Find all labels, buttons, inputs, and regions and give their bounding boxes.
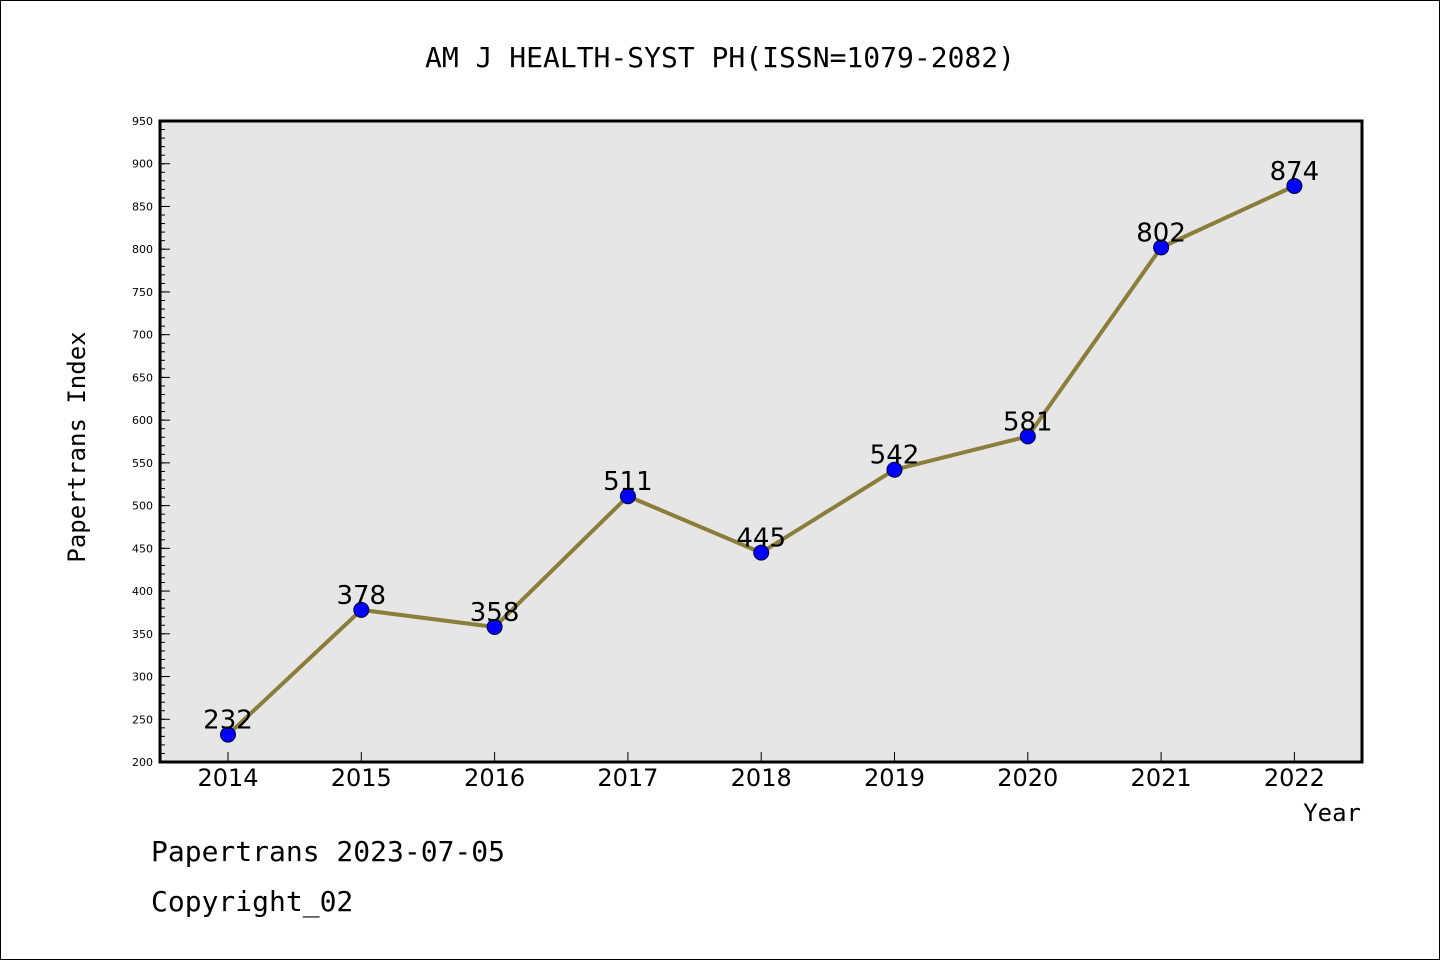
plot-area bbox=[160, 121, 1362, 762]
x-tick-label: 2019 bbox=[864, 764, 925, 792]
y-tick-label: 300 bbox=[132, 671, 153, 684]
y-axis-label: Papertrans Index bbox=[63, 331, 91, 562]
data-label: 581 bbox=[1003, 407, 1053, 437]
data-point-marker bbox=[486, 618, 503, 635]
data-point-marker bbox=[619, 488, 636, 505]
y-tick-label: 950 bbox=[132, 115, 153, 128]
data-label: 232 bbox=[203, 706, 253, 736]
y-tick-label: 450 bbox=[132, 542, 153, 555]
series-markers bbox=[220, 177, 1303, 743]
data-labels: 232 378 358 511 445 542 581 802 874 bbox=[203, 157, 1319, 736]
y-tick-label: 200 bbox=[132, 756, 153, 769]
data-point-marker bbox=[353, 601, 370, 618]
y-tick-label: 700 bbox=[132, 329, 153, 342]
y-tick-label: 500 bbox=[132, 500, 153, 513]
data-point-marker bbox=[1019, 428, 1036, 445]
x-tick-labels: 2014 2015 2016 2017 2018 2019 2020 2021 2022 bbox=[197, 764, 1324, 792]
y-tick-label: 900 bbox=[132, 158, 153, 171]
data-label: 542 bbox=[870, 441, 920, 471]
y-tick-label: 400 bbox=[132, 585, 153, 598]
data-label: 511 bbox=[603, 467, 653, 497]
y-tick-label: 800 bbox=[132, 243, 153, 256]
y-tick-label: 750 bbox=[132, 286, 153, 299]
data-point-marker bbox=[220, 726, 236, 743]
data-label: 445 bbox=[736, 524, 786, 554]
x-tick-label: 2015 bbox=[331, 764, 392, 792]
data-label: 874 bbox=[1270, 157, 1320, 187]
x-tick-label: 2017 bbox=[597, 764, 658, 792]
x-axis-label: Year bbox=[1303, 799, 1361, 827]
x-tick-label: 2020 bbox=[997, 764, 1058, 792]
y-tick-label: 600 bbox=[132, 414, 153, 427]
y-tick-label: 850 bbox=[132, 200, 153, 213]
data-label: 358 bbox=[470, 598, 520, 628]
y-tick-label: 250 bbox=[132, 713, 153, 726]
data-label: 378 bbox=[336, 581, 386, 611]
y-tick-label: 350 bbox=[132, 628, 153, 641]
data-point-marker bbox=[753, 544, 770, 561]
x-tick-label: 2021 bbox=[1131, 764, 1192, 792]
y-tick-labels: 200 250 300 350 400 450 500 550 600 650 700 750 800 8… bbox=[132, 115, 153, 769]
x-tick-label: 2016 bbox=[464, 764, 525, 792]
chart-title: AM J HEALTH-SYST PH(ISSN=1079-2082) bbox=[425, 41, 1015, 74]
data-point-marker bbox=[1286, 177, 1303, 194]
y-tick-label: 550 bbox=[132, 457, 153, 470]
y-tick-label: 650 bbox=[132, 371, 153, 384]
footer-date-text: Papertrans 2023-07-05 bbox=[151, 835, 506, 868]
data-label: 802 bbox=[1136, 218, 1186, 248]
data-point-marker bbox=[886, 461, 903, 478]
plot-border bbox=[158, 119, 1364, 764]
data-point-marker bbox=[1153, 239, 1170, 256]
x-tick-label: 2022 bbox=[1264, 764, 1325, 792]
footer-copyright-text: Copyright_02 bbox=[151, 885, 354, 918]
x-ticks bbox=[227, 752, 1295, 762]
x-tick-label: 2014 bbox=[197, 764, 258, 792]
x-tick-label: 2018 bbox=[731, 764, 792, 792]
